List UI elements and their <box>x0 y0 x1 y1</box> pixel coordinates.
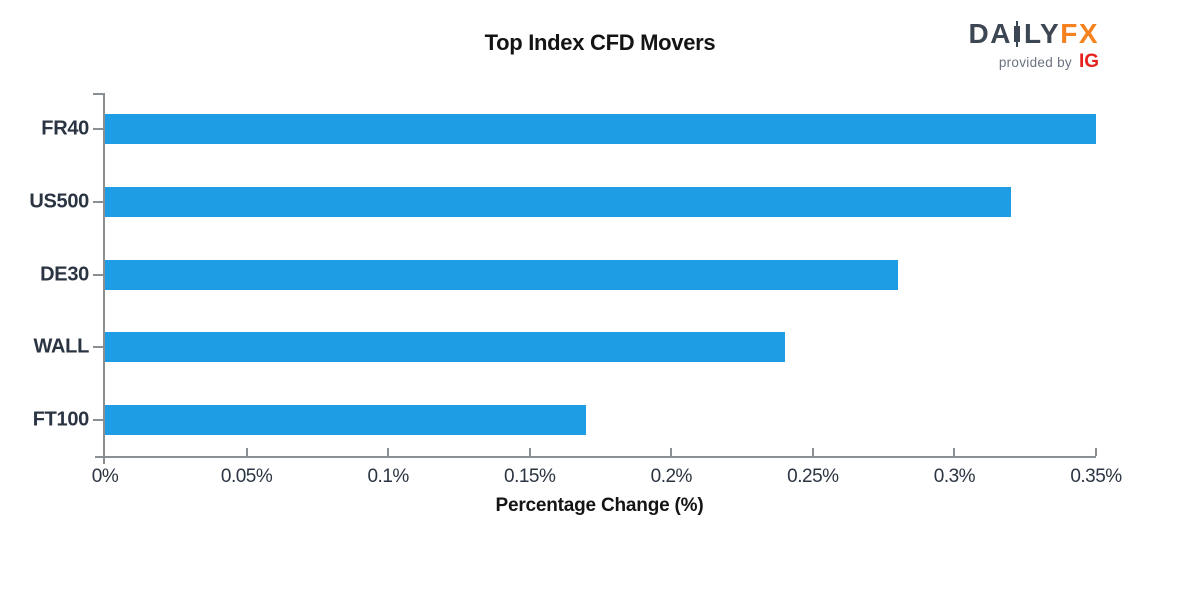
x-axis-tick <box>1095 448 1097 456</box>
chart-title: Top Index CFD Movers <box>484 30 716 55</box>
bar-fr40 <box>105 114 1096 145</box>
x-axis-tick-label: 0.2% <box>650 466 693 487</box>
x-axis-tick <box>528 448 531 456</box>
y-axis-label-fr40: FR40 <box>41 117 89 140</box>
x-axis-tick-label: 0.3% <box>933 466 976 487</box>
bar-wall <box>105 332 785 363</box>
x-axis-tick <box>670 448 673 456</box>
x-axis-tick <box>387 448 390 456</box>
bar-us500 <box>105 186 1012 217</box>
candle-wick-top <box>1016 21 1018 26</box>
y-axis-tick <box>93 346 103 349</box>
x-axis-tick-label: 0.35% <box>1070 466 1122 487</box>
bar-ft100 <box>105 404 587 435</box>
y-axis-tick <box>93 200 103 203</box>
logo-provided-by-text: provided by <box>998 55 1072 70</box>
y-axis-label-us500: US500 <box>29 190 89 213</box>
logo-text-ly: LY <box>1024 18 1061 49</box>
x-axis-tick-label: 0.15% <box>504 466 556 487</box>
y-axis-overshoot <box>103 456 105 464</box>
logo-text-da: DA <box>968 18 1012 49</box>
logo-subline: provided by IG <box>969 51 1099 73</box>
x-axis-tick-label: 0.1% <box>367 466 409 487</box>
x-axis-title: Percentage Change (%) <box>495 495 704 516</box>
x-axis-overshoot <box>95 456 105 458</box>
bar-de30 <box>105 259 898 290</box>
logo-text-fx: FX <box>1060 18 1099 49</box>
x-axis-tick <box>245 448 248 456</box>
y-axis-tick <box>93 273 103 276</box>
y-axis-top-cap <box>93 93 105 95</box>
y-axis-label-de30: DE30 <box>40 263 89 285</box>
y-axis-tick <box>93 128 103 131</box>
y-axis-tick <box>93 418 103 421</box>
x-axis-tick-label: 0% <box>91 466 119 487</box>
ig-logo: IG <box>1078 51 1099 72</box>
x-axis-tick <box>953 448 956 456</box>
candle-body <box>1014 26 1020 42</box>
candlestick-icon <box>1014 21 1020 47</box>
dailyfx-logo: DA LY FX provided by IG <box>969 20 1099 73</box>
x-axis-tick-label: 0.25% <box>787 466 839 487</box>
plot-area: FR40 US500 DE30 WALL FT100 0% 0.05% 0.1% 0.15% 0… <box>29 93 1122 487</box>
candle-wick-bottom <box>1016 42 1018 47</box>
x-axis-tick-label: 0.05% <box>220 466 273 487</box>
y-axis-label-wall: WALL <box>33 335 90 358</box>
y-axis-label-ft100: FT100 <box>32 408 90 431</box>
dailyfx-wordmark: DA LY FX <box>969 20 1099 48</box>
x-axis-tick <box>811 448 814 456</box>
